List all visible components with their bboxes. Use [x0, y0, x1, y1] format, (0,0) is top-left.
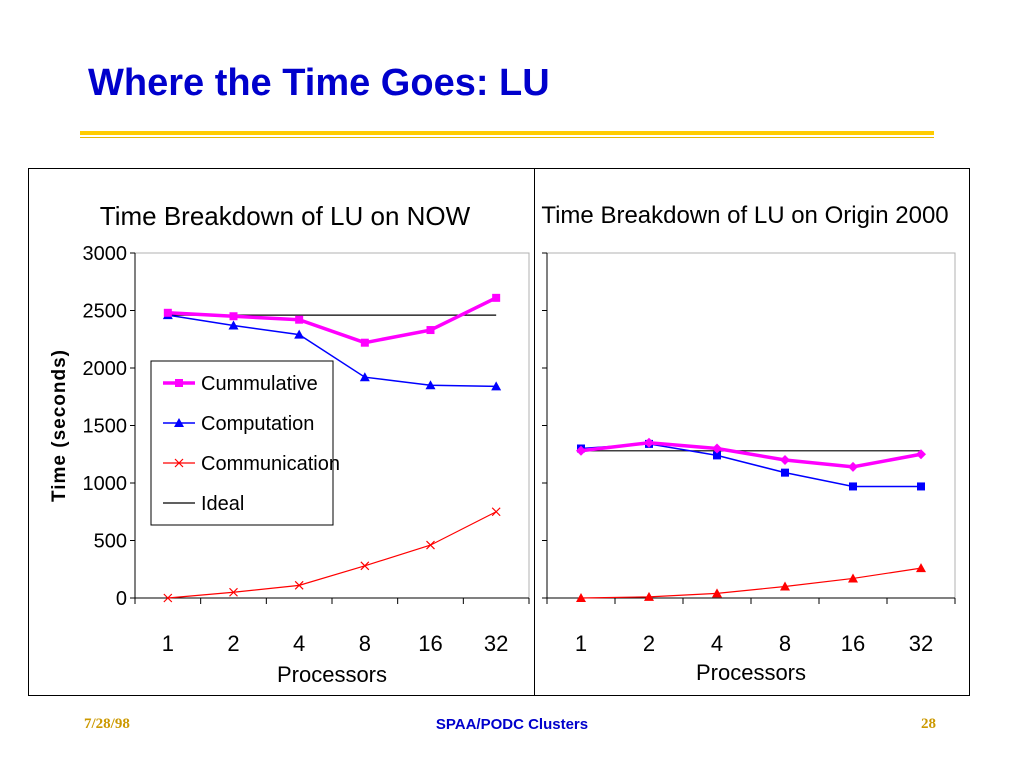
- legend-label-cummulative: Cummulative: [201, 373, 318, 395]
- data-point-communication: [163, 593, 173, 603]
- x-axis-label: Processors: [277, 662, 387, 687]
- footer-date: 7/28/98: [84, 716, 130, 732]
- legend-marker-cummulative: [175, 379, 183, 387]
- slide-title: Where the Time Goes: LU: [88, 62, 550, 104]
- data-point-communication: [644, 591, 654, 601]
- x-tick-label: 2: [643, 631, 655, 656]
- chart-panel-origin: Time Breakdown of LU on Origin 2000 1 2 4 8 1…: [534, 168, 970, 696]
- y-tick-label: 3000: [83, 243, 128, 265]
- data-point-computation: [491, 381, 502, 391]
- x-tick-label: 16: [841, 631, 865, 656]
- data-point-computation: [781, 468, 789, 477]
- title-rule: [80, 131, 934, 135]
- x-tick-label: 1: [162, 631, 174, 656]
- legend-marker-communication: [174, 458, 184, 468]
- x-tick-label: 16: [418, 631, 442, 656]
- data-point-cummulative: [576, 445, 586, 456]
- x-tick-label: 8: [779, 631, 791, 656]
- title-rule-thin: [80, 137, 934, 138]
- plot-area: [546, 252, 956, 599]
- data-point-computation: [228, 320, 239, 330]
- data-point-cummulative: [360, 338, 369, 347]
- data-point-communication: [229, 587, 238, 597]
- y-tick-label: 1500: [83, 416, 128, 438]
- data-point-cummulative: [644, 437, 654, 448]
- y-tick-label: 2000: [83, 358, 128, 380]
- x-tick-label: 1: [575, 631, 587, 656]
- x-tick-label: 4: [711, 631, 723, 656]
- series-line-cummulative: [580, 440, 922, 469]
- legend-label-computation: Computation: [201, 413, 314, 435]
- footer-page-number: 28: [921, 716, 936, 732]
- chart-panel-now: Time Breakdown of LU on NOW 0 500 1000 1500 2…: [28, 168, 536, 696]
- data-point-communication: [426, 540, 435, 550]
- data-point-cummulative: [229, 312, 238, 321]
- data-point-cummulative: [848, 461, 858, 472]
- data-point-cummulative: [916, 449, 926, 460]
- y-axis-label: Time (seconds): [49, 349, 70, 502]
- data-point-cummulative: [712, 443, 722, 454]
- chart-title: Time Breakdown of LU on NOW: [100, 201, 471, 231]
- chart-now: Time Breakdown of LU on NOW 0 500 1000 1500 2…: [49, 201, 530, 687]
- data-point-computation: [294, 329, 305, 339]
- series-line-communication: [580, 567, 922, 599]
- y-tick-label: 0: [116, 588, 127, 610]
- x-tick-label: 32: [909, 631, 933, 656]
- data-point-communication: [712, 588, 722, 598]
- data-point-communication: [294, 580, 304, 590]
- y-tick-label: 500: [94, 531, 127, 553]
- data-point-computation: [849, 482, 857, 491]
- footer-center: SPAA/PODC Clusters: [435, 716, 589, 733]
- y-tick-label: 2500: [83, 301, 128, 323]
- series-line-cummulative: [167, 296, 497, 345]
- x-tick-label: 4: [293, 631, 305, 656]
- series-line-communication: [167, 511, 497, 599]
- data-point-computation: [713, 451, 721, 460]
- data-point-communication: [491, 507, 501, 517]
- data-point-cummulative: [492, 293, 501, 302]
- data-point-cummulative: [780, 455, 790, 465]
- legend-label-communication: Communication: [201, 453, 340, 475]
- legend: [150, 360, 334, 526]
- y-tick-label: 1000: [83, 473, 128, 495]
- data-point-computation: [917, 482, 925, 491]
- data-point-computation: [359, 372, 370, 382]
- data-point-communication: [848, 573, 858, 583]
- legend-marker-computation: [174, 418, 184, 427]
- x-tick-label: 2: [227, 631, 239, 656]
- x-tick-label: 32: [484, 631, 508, 656]
- data-point-communication: [576, 593, 586, 602]
- data-point-cummulative: [295, 315, 304, 324]
- x-axis-label: Processors: [696, 660, 806, 685]
- data-point-cummulative: [426, 326, 435, 335]
- data-point-computation: [425, 380, 436, 390]
- chart-origin: Time Breakdown of LU on Origin 2000 1 2 4 8 1…: [541, 202, 956, 685]
- x-tick-label: 8: [359, 631, 371, 656]
- data-point-communication: [780, 581, 790, 591]
- series-line-computation: [167, 314, 497, 388]
- data-point-communication: [916, 563, 926, 573]
- data-point-cummulative: [163, 308, 172, 317]
- data-point-communication: [360, 561, 370, 571]
- chart-title: Time Breakdown of LU on Origin 2000: [541, 202, 948, 229]
- legend-label-ideal: Ideal: [201, 493, 244, 515]
